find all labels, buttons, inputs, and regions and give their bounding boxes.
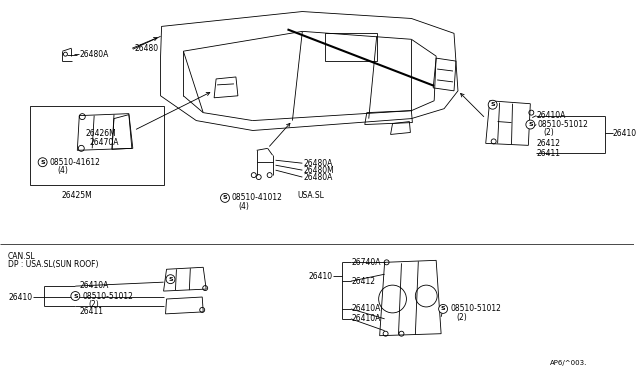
Text: 26480M: 26480M: [303, 166, 334, 174]
Text: 26426M: 26426M: [85, 129, 116, 138]
Text: 26412: 26412: [536, 139, 560, 148]
Text: 08510-51012: 08510-51012: [537, 120, 588, 129]
Text: S: S: [441, 307, 445, 311]
Text: 26410A: 26410A: [536, 111, 566, 120]
Text: CAN.SL: CAN.SL: [8, 252, 36, 261]
Text: 08510-41012: 08510-41012: [232, 193, 283, 202]
Circle shape: [166, 275, 175, 283]
Text: AP6/^003.: AP6/^003.: [550, 360, 588, 366]
Text: 26412: 26412: [352, 277, 376, 286]
Text: 08510-51012: 08510-51012: [450, 304, 501, 314]
Text: 26410: 26410: [612, 129, 637, 138]
Text: S: S: [528, 122, 532, 127]
Text: 26480A: 26480A: [303, 173, 333, 182]
Text: S: S: [40, 160, 45, 165]
Text: (2): (2): [456, 313, 467, 323]
Text: S: S: [73, 294, 77, 299]
Text: 26480A: 26480A: [79, 49, 109, 59]
Text: 26480A: 26480A: [303, 159, 333, 168]
Text: DP : USA.SL(SUN ROOF): DP : USA.SL(SUN ROOF): [8, 260, 99, 269]
Text: 26480: 26480: [135, 44, 159, 53]
Circle shape: [526, 120, 535, 129]
Circle shape: [38, 158, 47, 167]
Text: (2): (2): [543, 128, 554, 137]
Circle shape: [71, 292, 80, 301]
Bar: [29, 106, 164, 185]
Text: 08510-41612: 08510-41612: [49, 158, 100, 167]
Text: (4): (4): [238, 202, 249, 211]
Text: 26410A: 26410A: [352, 304, 381, 314]
Text: 26410: 26410: [309, 272, 333, 281]
Text: (4): (4): [58, 166, 68, 174]
Text: 26411: 26411: [536, 149, 560, 158]
Circle shape: [438, 304, 447, 313]
Circle shape: [488, 100, 497, 109]
Text: (2): (2): [88, 301, 99, 310]
Bar: [325, 33, 377, 61]
Text: 26410A: 26410A: [352, 314, 381, 323]
Text: 26410A: 26410A: [79, 280, 109, 290]
Text: S: S: [223, 195, 227, 201]
Text: 26410: 26410: [8, 292, 33, 302]
Text: 26470A: 26470A: [89, 138, 118, 147]
Text: 26740A: 26740A: [352, 258, 381, 267]
Text: 26425M: 26425M: [61, 192, 92, 201]
Text: S: S: [490, 102, 495, 107]
Text: S: S: [168, 277, 173, 282]
Circle shape: [221, 193, 230, 202]
Text: 26411: 26411: [79, 307, 103, 317]
Text: 08510-51012: 08510-51012: [83, 292, 133, 301]
Text: USA.SL: USA.SL: [298, 192, 324, 201]
